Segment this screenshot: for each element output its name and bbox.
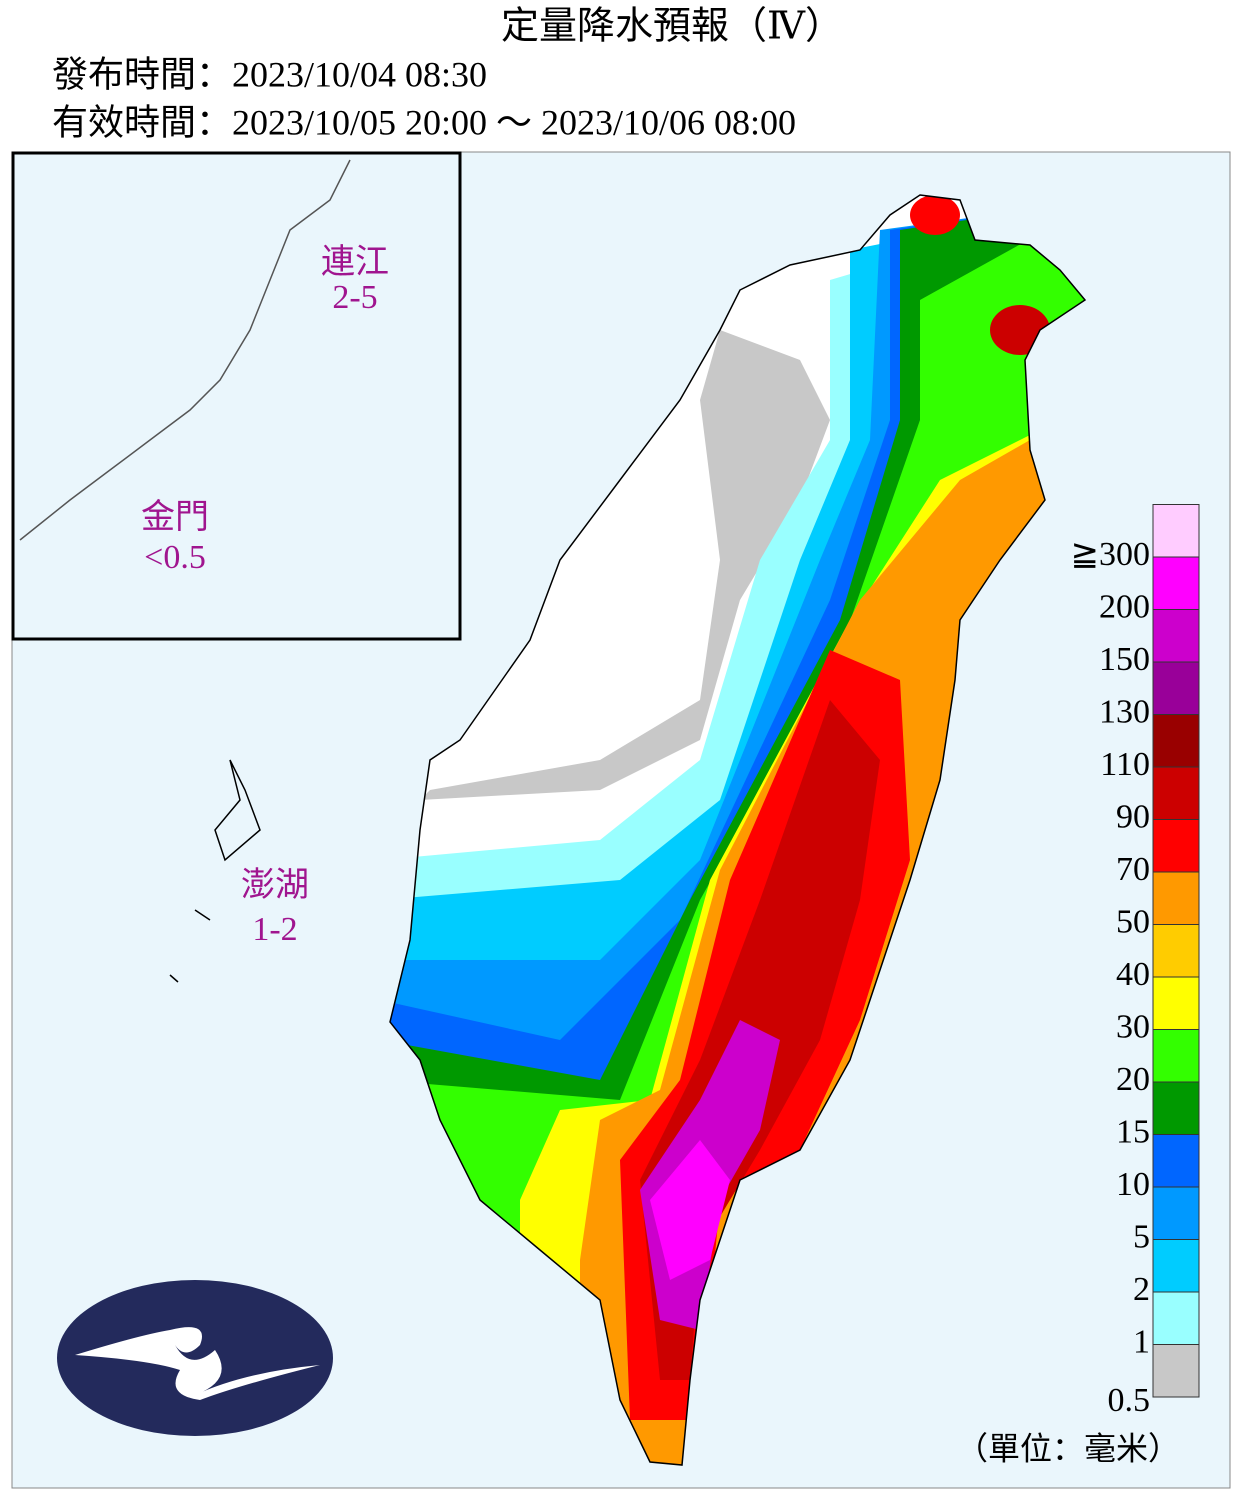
legend-swatch bbox=[1152, 714, 1200, 768]
legend-swatch bbox=[1152, 1344, 1200, 1398]
legend-swatch bbox=[1152, 924, 1200, 978]
legend-swatch bbox=[1152, 1134, 1200, 1188]
legend: 0.5 1 2 5 10 15 20 30 40 50 70 90 110 130 150 200 ≧300 （單… bbox=[956, 504, 1200, 1466]
legend-label: 20 bbox=[1116, 1061, 1150, 1098]
legend-label: 130 bbox=[1099, 693, 1150, 730]
legend-label: 200 bbox=[1099, 588, 1150, 625]
region-name: 金門 bbox=[141, 498, 209, 536]
legend-top-label: ≧300 bbox=[1071, 536, 1151, 573]
legend-label: 50 bbox=[1116, 903, 1150, 940]
legend-swatch bbox=[1152, 1029, 1200, 1083]
legend-swatch bbox=[1152, 1186, 1200, 1240]
region-range: 2-5 bbox=[332, 279, 377, 316]
legend-swatch bbox=[1152, 661, 1200, 715]
legend-label: 5 bbox=[1133, 1218, 1150, 1255]
legend-swatch bbox=[1152, 819, 1200, 873]
legend-label: 0.5 bbox=[1108, 1382, 1151, 1419]
legend-label: 110 bbox=[1100, 746, 1150, 783]
region-name: 澎湖 bbox=[241, 866, 309, 904]
region-name: 連江 bbox=[321, 243, 389, 281]
title: 定量降水預報（Ⅳ） bbox=[501, 6, 843, 48]
valid-time: 有效時間：2023/10/05 20:00 ～ 2023/10/06 08:00 bbox=[52, 102, 796, 142]
region-range: <0.5 bbox=[144, 539, 206, 576]
legend-swatch bbox=[1152, 976, 1200, 1030]
inset-frame bbox=[11, 151, 462, 641]
legend-label: 2 bbox=[1133, 1271, 1150, 1308]
issued-time: 發布時間：2023/10/04 08:30 bbox=[52, 54, 487, 94]
inset-labels: 連江2-5 金門<0.5 澎湖 1-2 bbox=[141, 243, 389, 948]
legend-label: 40 bbox=[1116, 956, 1150, 993]
legend-swatch bbox=[1152, 556, 1200, 610]
legend-label: 70 bbox=[1116, 851, 1150, 888]
region-range: 1-2 bbox=[252, 911, 297, 948]
taiwan-outline bbox=[389, 194, 1087, 1466]
logo-mark bbox=[75, 1327, 320, 1400]
legend-swatch bbox=[1152, 1239, 1200, 1293]
legend-swatch bbox=[1152, 504, 1200, 558]
penghu-outline bbox=[169, 759, 261, 983]
legend-swatch bbox=[1152, 609, 1200, 663]
legend-swatch bbox=[1152, 1291, 1200, 1345]
legend-label: 1 bbox=[1133, 1323, 1150, 1360]
logo bbox=[57, 1280, 333, 1436]
legend-unit: （單位：毫米） bbox=[956, 1430, 1180, 1466]
legend-label: 15 bbox=[1116, 1113, 1150, 1150]
legend-label: 90 bbox=[1116, 798, 1150, 835]
coastline bbox=[19, 159, 351, 541]
legend-label: 10 bbox=[1116, 1166, 1150, 1203]
legend-swatch bbox=[1152, 871, 1200, 925]
legend-label: 150 bbox=[1099, 641, 1150, 678]
legend-swatch bbox=[1152, 1081, 1200, 1135]
legend-swatch bbox=[1152, 766, 1200, 820]
legend-label: 30 bbox=[1116, 1008, 1150, 1045]
